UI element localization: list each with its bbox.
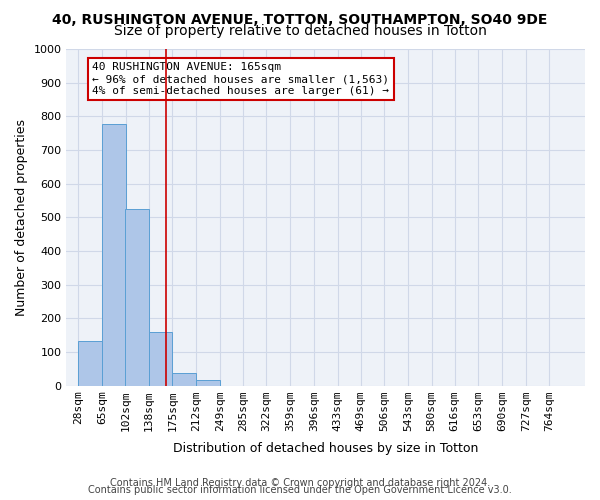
Bar — [78, 341, 102, 386]
Text: Size of property relative to detached houses in Totton: Size of property relative to detached ho… — [113, 24, 487, 38]
Text: Contains HM Land Registry data © Crown copyright and database right 2024.: Contains HM Land Registry data © Crown c… — [110, 478, 490, 488]
Text: 40, RUSHINGTON AVENUE, TOTTON, SOUTHAMPTON, SO40 9DE: 40, RUSHINGTON AVENUE, TOTTON, SOUTHAMPT… — [52, 12, 548, 26]
Bar — [196, 380, 220, 386]
Bar — [102, 124, 125, 386]
Bar — [149, 332, 172, 386]
Bar — [172, 372, 196, 386]
Y-axis label: Number of detached properties: Number of detached properties — [15, 119, 28, 316]
X-axis label: Distribution of detached houses by size in Totton: Distribution of detached houses by size … — [173, 442, 478, 455]
Bar — [125, 209, 149, 386]
Text: 40 RUSHINGTON AVENUE: 165sqm
← 96% of detached houses are smaller (1,563)
4% of : 40 RUSHINGTON AVENUE: 165sqm ← 96% of de… — [92, 62, 389, 96]
Text: Contains public sector information licensed under the Open Government Licence v3: Contains public sector information licen… — [88, 485, 512, 495]
